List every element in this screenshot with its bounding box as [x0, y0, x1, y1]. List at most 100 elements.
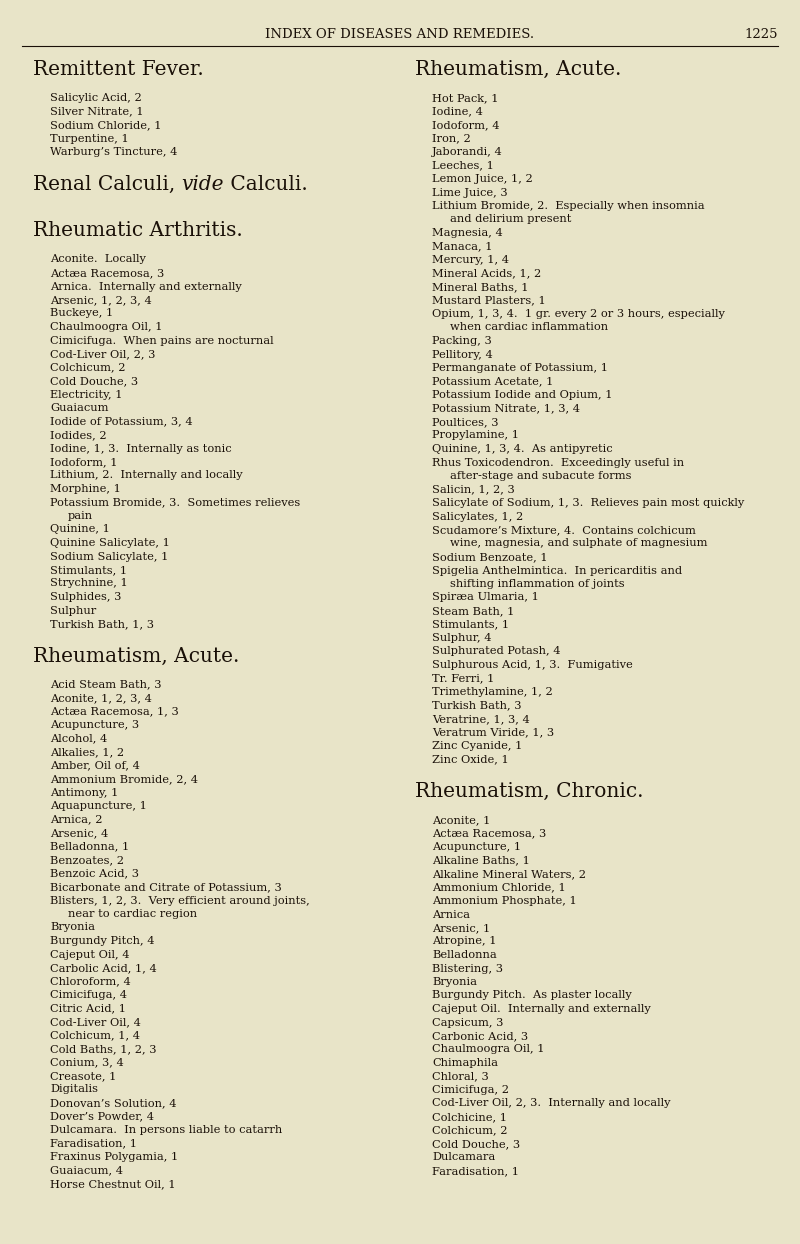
Text: Cold Douche, 3: Cold Douche, 3 [50, 376, 138, 386]
Text: Mineral Baths, 1: Mineral Baths, 1 [432, 282, 529, 292]
Text: Colchicum, 2: Colchicum, 2 [432, 1126, 507, 1136]
Text: Tr. Ferri, 1: Tr. Ferri, 1 [432, 673, 494, 683]
Text: Antimony, 1: Antimony, 1 [50, 787, 118, 797]
Text: Cod-Liver Oil, 4: Cod-Liver Oil, 4 [50, 1018, 141, 1028]
Text: Leeches, 1: Leeches, 1 [432, 160, 494, 170]
Text: Actæa Racemosa, 1, 3: Actæa Racemosa, 1, 3 [50, 707, 178, 717]
Text: Colchicum, 1, 4: Colchicum, 1, 4 [50, 1030, 140, 1040]
Text: Sulphur, 4: Sulphur, 4 [432, 633, 491, 643]
Text: Rheumatism, Acute.: Rheumatism, Acute. [415, 60, 622, 80]
Text: Guaiacum, 4: Guaiacum, 4 [50, 1166, 123, 1176]
Text: and delirium present: and delirium present [450, 214, 571, 224]
Text: Mustard Plasters, 1: Mustard Plasters, 1 [432, 296, 546, 306]
Text: Alkalies, 1, 2: Alkalies, 1, 2 [50, 746, 124, 758]
Text: Cajeput Oil.  Internally and externally: Cajeput Oil. Internally and externally [432, 1004, 650, 1014]
Text: Iodide of Potassium, 3, 4: Iodide of Potassium, 3, 4 [50, 417, 193, 427]
Text: Cimicifuga, 2: Cimicifuga, 2 [432, 1085, 509, 1095]
Text: Donovan’s Solution, 4: Donovan’s Solution, 4 [50, 1098, 177, 1108]
Text: Blisters, 1, 2, 3.  Very efficient around joints,: Blisters, 1, 2, 3. Very efficient around… [50, 896, 310, 906]
Text: Aconite, 1: Aconite, 1 [432, 815, 490, 825]
Text: Lithium, 2.  Internally and locally: Lithium, 2. Internally and locally [50, 470, 242, 480]
Text: Aquapuncture, 1: Aquapuncture, 1 [50, 801, 147, 811]
Text: Dulcamara.  In persons liable to catarrh: Dulcamara. In persons liable to catarrh [50, 1125, 282, 1135]
Text: Poultices, 3: Poultices, 3 [432, 417, 498, 427]
Text: Iodine, 4: Iodine, 4 [432, 107, 483, 117]
Text: Dulcamara: Dulcamara [432, 1152, 495, 1162]
Text: Scudamore’s Mixture, 4.  Contains colchicum: Scudamore’s Mixture, 4. Contains colchic… [432, 525, 696, 535]
Text: Spigelia Anthelmintica.  In pericarditis and: Spigelia Anthelmintica. In pericarditis … [432, 566, 682, 576]
Text: Faradisation, 1: Faradisation, 1 [432, 1166, 519, 1176]
Text: Calculi.: Calculi. [224, 174, 308, 194]
Text: Colchicum, 2: Colchicum, 2 [50, 362, 126, 372]
Text: Ammonium Bromide, 2, 4: Ammonium Bromide, 2, 4 [50, 774, 198, 784]
Text: Veratrum Viride, 1, 3: Veratrum Viride, 1, 3 [432, 728, 554, 738]
Text: Stimulants, 1: Stimulants, 1 [50, 565, 127, 575]
Text: Cod-Liver Oil, 2, 3.  Internally and locally: Cod-Liver Oil, 2, 3. Internally and loca… [432, 1098, 670, 1108]
Text: Rheumatic Arthritis.: Rheumatic Arthritis. [33, 221, 242, 240]
Text: Cimicifuga, 4: Cimicifuga, 4 [50, 990, 127, 1000]
Text: Quinine Salicylate, 1: Quinine Salicylate, 1 [50, 537, 170, 549]
Text: Chloroform, 4: Chloroform, 4 [50, 977, 130, 986]
Text: Remittent Fever.: Remittent Fever. [33, 60, 204, 80]
Text: Iron, 2: Iron, 2 [432, 133, 470, 143]
Text: Actæa Racemosa, 3: Actæa Racemosa, 3 [50, 267, 164, 277]
Text: Burgundy Pitch.  As plaster locally: Burgundy Pitch. As plaster locally [432, 990, 632, 1000]
Text: Atropine, 1: Atropine, 1 [432, 937, 497, 947]
Text: wine, magnesia, and sulphate of magnesium: wine, magnesia, and sulphate of magnesiu… [450, 539, 707, 549]
Text: Cold Douche, 3: Cold Douche, 3 [432, 1140, 520, 1149]
Text: after-stage and subacute forms: after-stage and subacute forms [450, 471, 631, 481]
Text: Faradisation, 1: Faradisation, 1 [50, 1138, 137, 1148]
Text: Cimicifuga.  When pains are nocturnal: Cimicifuga. When pains are nocturnal [50, 336, 274, 346]
Text: Turpentine, 1: Turpentine, 1 [50, 133, 129, 143]
Text: Quinine, 1, 3, 4.  As antipyretic: Quinine, 1, 3, 4. As antipyretic [432, 444, 613, 454]
Text: Lime Juice, 3: Lime Juice, 3 [432, 188, 508, 198]
Text: Iodides, 2: Iodides, 2 [50, 430, 106, 440]
Text: Carbolic Acid, 1, 4: Carbolic Acid, 1, 4 [50, 963, 157, 973]
Text: Aconite.  Locally: Aconite. Locally [50, 255, 146, 265]
Text: Permanganate of Potassium, 1: Permanganate of Potassium, 1 [432, 363, 608, 373]
Text: Lithium Bromide, 2.  Especially when insomnia: Lithium Bromide, 2. Especially when inso… [432, 202, 705, 211]
Text: when cardiac inflammation: when cardiac inflammation [450, 322, 608, 332]
Text: Guaiacum: Guaiacum [50, 403, 109, 413]
Text: Sulphur: Sulphur [50, 606, 96, 616]
Text: Sodium Chloride, 1: Sodium Chloride, 1 [50, 119, 162, 131]
Text: Mercury, 1, 4: Mercury, 1, 4 [432, 255, 509, 265]
Text: Salicylate of Sodium, 1, 3.  Relieves pain most quickly: Salicylate of Sodium, 1, 3. Relieves pai… [432, 498, 744, 508]
Text: Salicylic Acid, 2: Salicylic Acid, 2 [50, 93, 142, 103]
Text: Mineral Acids, 1, 2: Mineral Acids, 1, 2 [432, 269, 542, 279]
Text: Acupuncture, 1: Acupuncture, 1 [432, 842, 521, 852]
Text: Sulphides, 3: Sulphides, 3 [50, 592, 122, 602]
Text: Sulphurous Acid, 1, 3.  Fumigative: Sulphurous Acid, 1, 3. Fumigative [432, 661, 633, 671]
Text: Horse Chestnut Oil, 1: Horse Chestnut Oil, 1 [50, 1179, 176, 1189]
Text: shifting inflammation of joints: shifting inflammation of joints [450, 578, 625, 588]
Text: Iodoform, 4: Iodoform, 4 [432, 119, 499, 131]
Text: Actæa Racemosa, 3: Actæa Racemosa, 3 [432, 829, 546, 838]
Text: Silver Nitrate, 1: Silver Nitrate, 1 [50, 107, 144, 117]
Text: Fraxinus Polygamia, 1: Fraxinus Polygamia, 1 [50, 1152, 178, 1162]
Text: Arnica, 2: Arnica, 2 [50, 815, 102, 825]
Text: Chaulmoogra Oil, 1: Chaulmoogra Oil, 1 [432, 1045, 545, 1055]
Text: Buckeye, 1: Buckeye, 1 [50, 309, 114, 318]
Text: Amber, Oil of, 4: Amber, Oil of, 4 [50, 760, 140, 770]
Text: Sodium Benzoate, 1: Sodium Benzoate, 1 [432, 552, 548, 562]
Text: Potassium Acetate, 1: Potassium Acetate, 1 [432, 377, 554, 387]
Text: Bicarbonate and Citrate of Potassium, 3: Bicarbonate and Citrate of Potassium, 3 [50, 882, 282, 892]
Text: Stimulants, 1: Stimulants, 1 [432, 620, 509, 629]
Text: Blistering, 3: Blistering, 3 [432, 964, 503, 974]
Text: Chaulmoogra Oil, 1: Chaulmoogra Oil, 1 [50, 322, 162, 332]
Text: Alkaline Mineral Waters, 2: Alkaline Mineral Waters, 2 [432, 870, 586, 880]
Text: Potassium Bromide, 3.  Sometimes relieves: Potassium Bromide, 3. Sometimes relieves [50, 498, 300, 508]
Text: Jaborandi, 4: Jaborandi, 4 [432, 147, 502, 157]
Text: Alcohol, 4: Alcohol, 4 [50, 734, 107, 744]
Text: Manaca, 1: Manaca, 1 [432, 241, 493, 251]
Text: Strychnine, 1: Strychnine, 1 [50, 578, 128, 588]
Text: Belladonna, 1: Belladonna, 1 [50, 841, 130, 851]
Text: Trimethylamine, 1, 2: Trimethylamine, 1, 2 [432, 687, 553, 697]
Text: Arsenic, 1: Arsenic, 1 [432, 923, 490, 933]
Text: Rhus Toxicodendron.  Exceedingly useful in: Rhus Toxicodendron. Exceedingly useful i… [432, 458, 684, 468]
Text: Opium, 1, 3, 4.  1 gr. every 2 or 3 hours, especially: Opium, 1, 3, 4. 1 gr. every 2 or 3 hours… [432, 309, 725, 318]
Text: near to cardiac region: near to cardiac region [68, 909, 197, 919]
Text: Turkish Bath, 3: Turkish Bath, 3 [432, 700, 522, 710]
Text: Salicylates, 1, 2: Salicylates, 1, 2 [432, 511, 523, 521]
Text: Quinine, 1: Quinine, 1 [50, 525, 110, 535]
